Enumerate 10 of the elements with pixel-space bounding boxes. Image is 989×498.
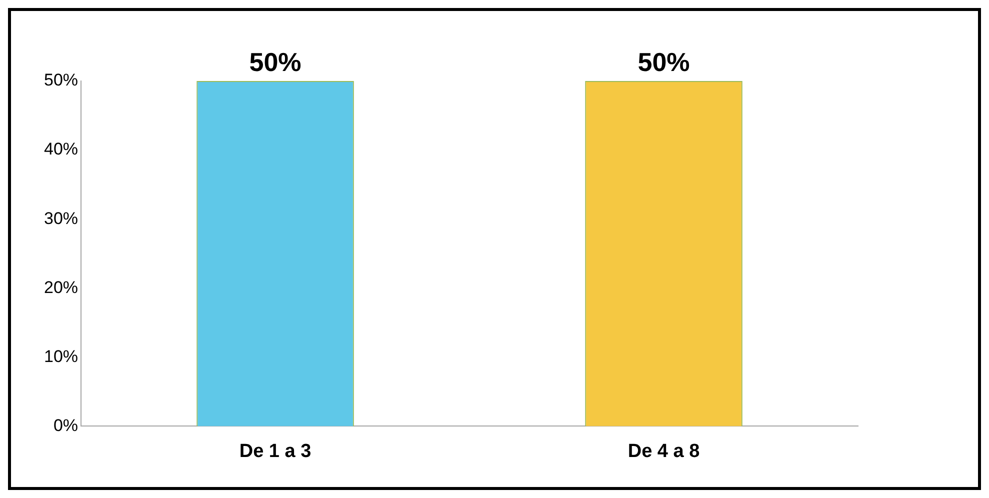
y-tick-label: 40% [44, 140, 78, 159]
y-tick-label: 50% [44, 70, 78, 90]
y-tick-label: 30% [44, 208, 78, 228]
x-tick-label: De 1 a 3 [239, 440, 312, 462]
y-tick-label: 20% [44, 278, 78, 297]
y-tick-label: 10% [44, 346, 78, 366]
x-tick-label: De 4 a 8 [628, 440, 700, 462]
data-label: 50% [638, 47, 690, 78]
y-tick-label: 0% [53, 416, 78, 435]
data-label: 50% [249, 47, 302, 78]
